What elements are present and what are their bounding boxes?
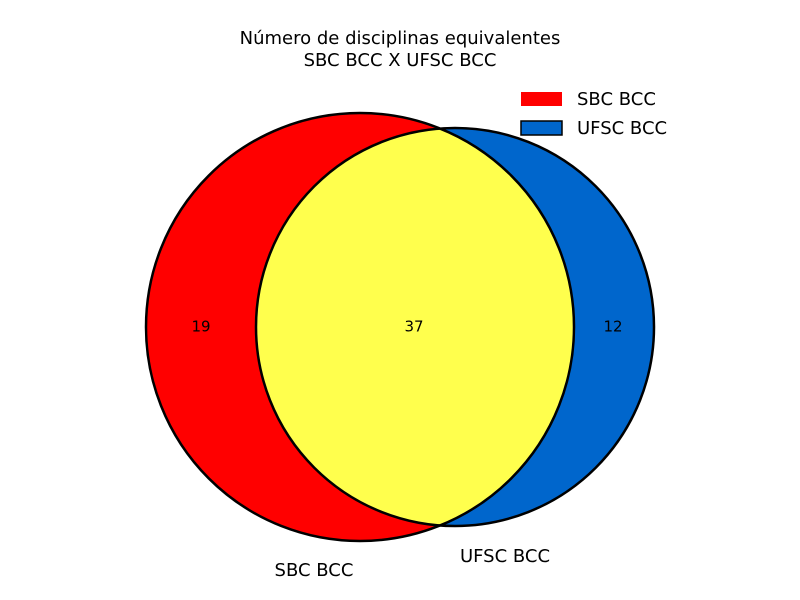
legend-swatch-ufsc-bcc xyxy=(520,120,563,136)
region-only-a-label: 19 xyxy=(191,318,210,336)
region-only-b-label: 12 xyxy=(603,318,622,336)
legend-swatch-sbc-bcc xyxy=(521,92,562,106)
set-a-label: SBC BCC xyxy=(275,560,354,581)
legend-label-sbc-bcc: SBC BCC xyxy=(577,89,656,110)
legend-label-ufsc-bcc: UFSC BCC xyxy=(577,118,667,139)
set-b-outline xyxy=(254,126,656,528)
title-line-2: SBC BCC X UFSC BCC xyxy=(304,50,497,71)
title-line-1: Número de disciplinas equivalentes xyxy=(240,28,561,49)
set-b-label: UFSC BCC xyxy=(460,546,550,567)
region-intersection-label: 37 xyxy=(404,318,423,336)
legend: SBC BCC UFSC BCC xyxy=(520,89,667,139)
set-a-outline xyxy=(144,111,576,543)
